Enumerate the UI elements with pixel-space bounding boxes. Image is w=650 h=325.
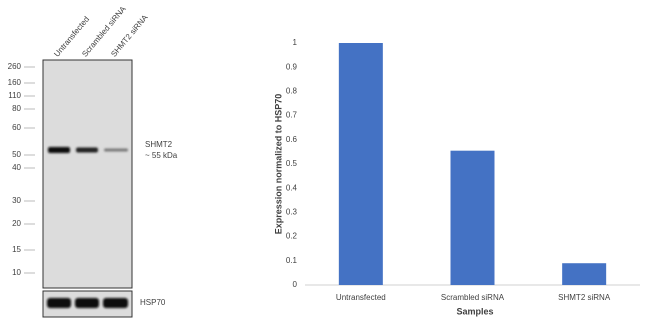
x-tick-label: Scrambled siRNA — [441, 293, 505, 302]
marker-label: 30 — [12, 196, 21, 205]
y-tick-label: 0.3 — [286, 208, 298, 217]
y-tick-label: 1 — [293, 38, 298, 47]
marker-label: 110 — [8, 91, 21, 100]
x-tick-label: Untransfected — [336, 293, 386, 302]
band — [48, 147, 70, 153]
target-label: SHMT2 — [145, 140, 173, 149]
band — [104, 148, 128, 152]
x-axis-title: Samples — [456, 306, 493, 316]
marker-label: 40 — [12, 163, 21, 172]
blot-panel — [42, 59, 133, 289]
band — [76, 147, 98, 153]
y-tick-label: 0.5 — [286, 159, 298, 168]
marker-label: 10 — [12, 268, 21, 277]
bar — [450, 150, 495, 285]
y-tick-label: 0.6 — [286, 135, 298, 144]
band — [75, 298, 99, 308]
target-size: ~ 55 kDa — [145, 151, 178, 160]
y-tick-label: 0.2 — [286, 232, 298, 241]
marker-label: 15 — [12, 245, 21, 254]
marker-label: 60 — [12, 123, 21, 132]
band — [47, 298, 71, 308]
x-tick-label: SHMT2 siRNA — [558, 293, 611, 302]
band — [103, 298, 128, 308]
marker-label: 160 — [8, 78, 22, 87]
marker-label: 20 — [12, 219, 21, 228]
marker-label: 80 — [12, 104, 21, 113]
y-tick-label: 0 — [293, 280, 298, 289]
marker-label: 260 — [8, 62, 22, 71]
y-tick-label: 0.7 — [286, 111, 298, 120]
control-label: HSP70 — [140, 298, 166, 307]
y-tick-label: 0.9 — [286, 62, 298, 71]
bar — [562, 263, 607, 285]
bar — [338, 43, 383, 285]
y-tick-label: 0.1 — [286, 256, 298, 265]
bands — [47, 147, 128, 308]
y-tick-label: 0.8 — [286, 87, 298, 96]
y-axis-title: Expression normalized to HSP70 — [273, 94, 283, 235]
y-tick-label: 0.4 — [286, 183, 298, 192]
marker-label: 50 — [12, 150, 21, 159]
